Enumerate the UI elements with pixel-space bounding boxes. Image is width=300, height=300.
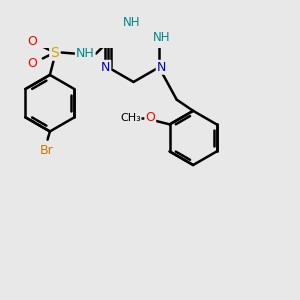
Text: O: O (27, 57, 37, 70)
Text: S: S (50, 46, 59, 59)
Text: N: N (157, 61, 166, 74)
Text: Br: Br (40, 144, 53, 157)
Text: NH: NH (153, 31, 170, 44)
Text: NH: NH (122, 16, 140, 29)
Text: N: N (101, 61, 110, 74)
Text: NH: NH (76, 47, 94, 60)
Text: O: O (145, 111, 155, 124)
Text: O: O (27, 35, 37, 48)
Text: CH₃: CH₃ (120, 113, 141, 124)
